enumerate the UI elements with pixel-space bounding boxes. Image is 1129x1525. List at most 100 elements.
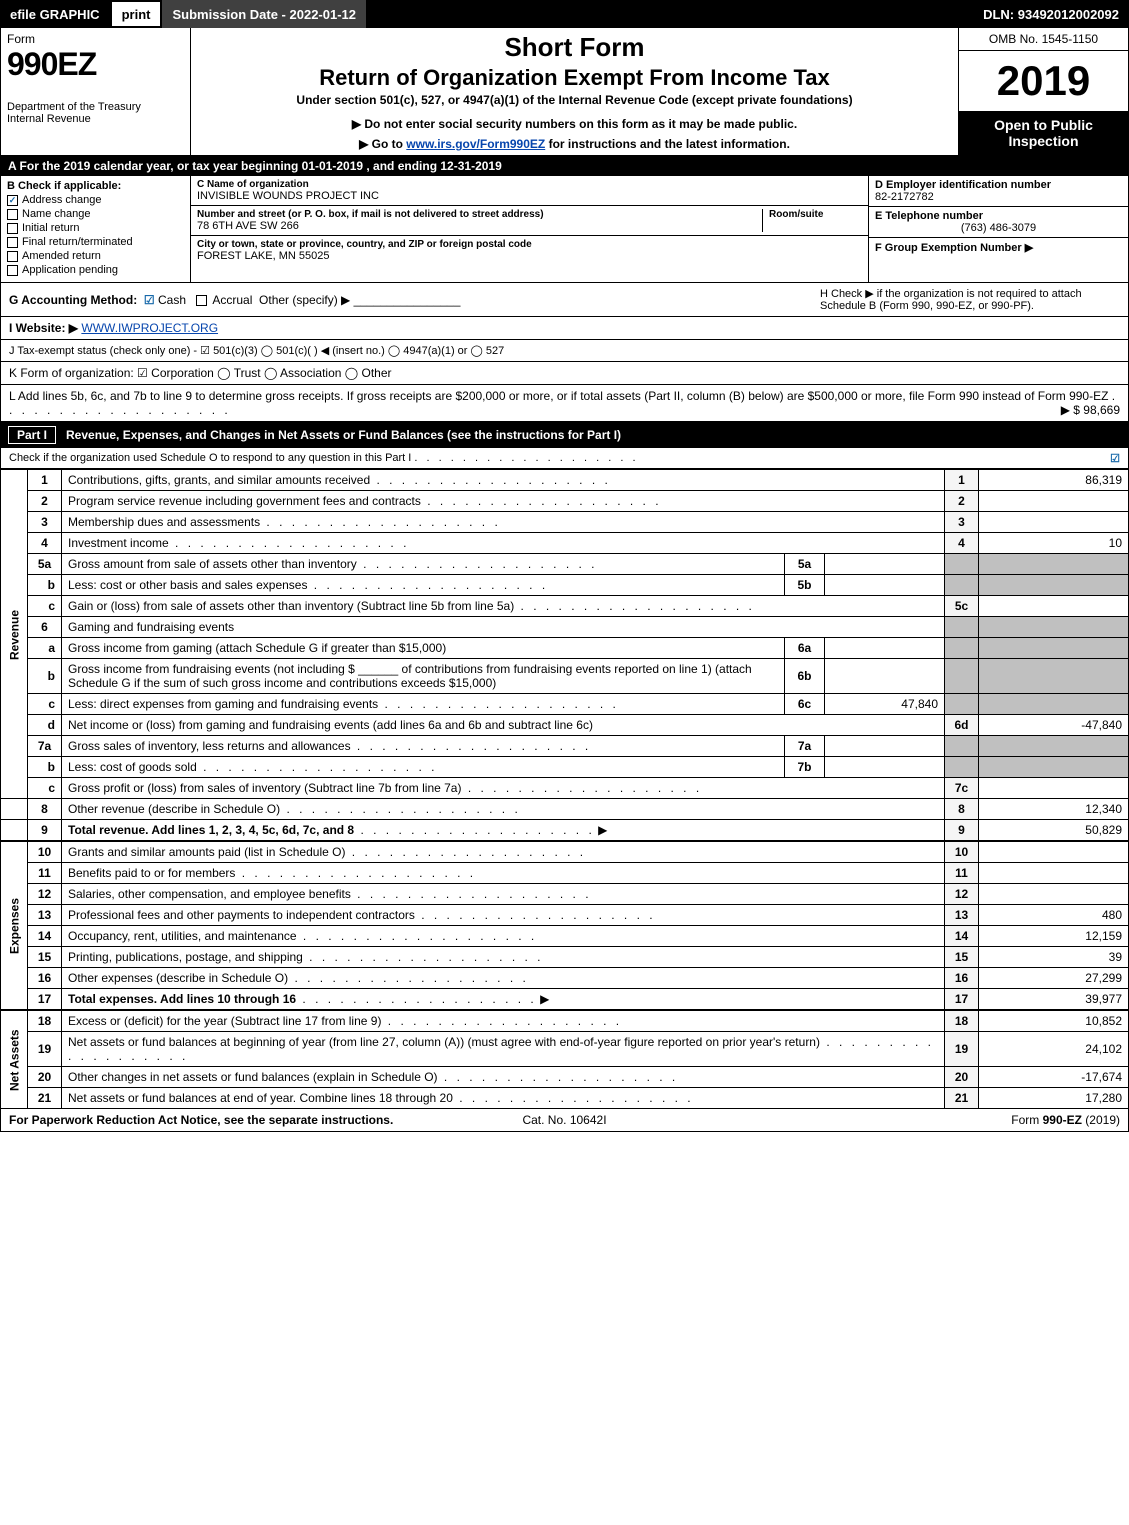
amount-shaded [979, 554, 1129, 575]
col-num: 18 [945, 1011, 979, 1032]
inner-amt [825, 638, 945, 659]
part-1-sub-text: Check if the organization used Schedule … [9, 452, 411, 464]
short-form-title: Short Form [199, 32, 950, 63]
col-num: 16 [945, 968, 979, 989]
line-desc: Program service revenue including govern… [68, 494, 421, 508]
checkbox-icon [7, 223, 18, 234]
part-title: Revenue, Expenses, and Changes in Net As… [66, 428, 621, 442]
amount: 39 [979, 947, 1129, 968]
line-9-row: 9 Total revenue. Add lines 1, 2, 3, 4, 5… [1, 820, 1129, 841]
line-desc: Benefits paid to or for members [68, 866, 235, 880]
line-desc: Excess or (deficit) for the year (Subtra… [68, 1014, 381, 1028]
line-6a-row: a Gross income from gaming (attach Sched… [1, 638, 1129, 659]
line-num: a [28, 638, 62, 659]
section-b: B Check if applicable: ✓Address change N… [1, 176, 191, 282]
inner-num: 5a [785, 554, 825, 575]
check-label: Initial return [22, 222, 79, 234]
line-desc: Gross profit or (loss) from sales of inv… [68, 781, 461, 795]
line-6c-row: c Less: direct expenses from gaming and … [1, 694, 1129, 715]
submission-date-block: Submission Date - 2022-01-12 [162, 0, 366, 28]
submission-date: 2022-01-12 [290, 7, 357, 22]
line-desc: Gain or (loss) from sale of assets other… [68, 599, 514, 613]
line-7b-row: b Less: cost of goods sold 7b [1, 757, 1129, 778]
goto-link[interactable]: www.irs.gov/Form990EZ [406, 137, 545, 151]
amount: -17,674 [979, 1067, 1129, 1088]
check-label: Final return/terminated [22, 236, 133, 248]
line-desc: Other revenue (describe in Schedule O) [68, 802, 280, 816]
line-5b-row: b Less: cost or other basis and sales ex… [1, 575, 1129, 596]
website-label: I Website: ▶ [9, 321, 78, 335]
check-name-change: Name change [7, 208, 184, 220]
net-assets-section-label: Net Assets [1, 1011, 28, 1109]
checkbox-icon: ✓ [7, 195, 18, 206]
dln-label: DLN: [983, 7, 1014, 22]
col-shaded [945, 575, 979, 596]
line-8-row: 8 Other revenue (describe in Schedule O)… [1, 799, 1129, 820]
line-desc: Gross sales of inventory, less returns a… [68, 739, 351, 753]
checkbox-icon [7, 265, 18, 276]
line-1-row: Revenue 1 Contributions, gifts, grants, … [1, 470, 1129, 491]
city-label: City or town, state or province, country… [197, 239, 862, 250]
line-16-row: 16 Other expenses (describe in Schedule … [1, 968, 1129, 989]
efile-label: efile GRAPHIC [0, 0, 110, 28]
footer-bar: For Paperwork Reduction Act Notice, see … [0, 1109, 1129, 1132]
line-desc: Contributions, gifts, grants, and simila… [68, 473, 370, 487]
col-num: 21 [945, 1088, 979, 1109]
line-desc: Other expenses (describe in Schedule O) [68, 971, 288, 985]
line-num: d [28, 715, 62, 736]
dln-block: DLN: 93492012002092 [973, 0, 1129, 28]
tax-year: 2019 [959, 51, 1128, 111]
line-desc-1: Gross income from fundraising events (no… [68, 662, 355, 676]
website-link[interactable]: WWW.IWPROJECT.ORG [81, 321, 218, 335]
form-number-block: Form 990EZ Department of the Treasury In… [1, 28, 191, 155]
line-desc: Net assets or fund balances at beginning… [68, 1035, 820, 1049]
line-desc: Membership dues and assessments [68, 515, 260, 529]
city-value: FOREST LAKE, MN 55025 [197, 250, 862, 262]
line-14-row: 14 Occupancy, rent, utilities, and maint… [1, 926, 1129, 947]
top-header-bar: efile GRAPHIC print Submission Date - 20… [0, 0, 1129, 28]
gross-receipts-amount: ▶ $ 98,669 [1061, 403, 1120, 417]
line-num: 3 [28, 512, 62, 533]
line-6d-row: d Net income or (loss) from gaming and f… [1, 715, 1129, 736]
street-label: Number and street (or P. O. box, if mail… [197, 209, 762, 220]
amount: 27,299 [979, 968, 1129, 989]
goto-pre: ▶ Go to [359, 137, 406, 151]
title-block: Form 990EZ Department of the Treasury In… [0, 28, 1129, 156]
amount: 17,280 [979, 1088, 1129, 1109]
col-num: 20 [945, 1067, 979, 1088]
section-l-text: L Add lines 5b, 6c, and 7b to line 9 to … [9, 389, 1108, 403]
checkbox-icon [7, 209, 18, 220]
org-name: INVISIBLE WOUNDS PROJECT INC [197, 190, 862, 202]
line-num: 11 [28, 863, 62, 884]
line-desc: Grants and similar amounts paid (list in… [68, 845, 345, 859]
section-j: J Tax-exempt status (check only one) - ☑… [0, 340, 1129, 362]
line-num: 1 [28, 470, 62, 491]
amount [979, 596, 1129, 617]
col-num: 10 [945, 842, 979, 863]
amount [979, 884, 1129, 905]
col-num: 4 [945, 533, 979, 554]
line-15-row: 15 Printing, publications, postage, and … [1, 947, 1129, 968]
col-shaded [945, 736, 979, 757]
room-label: Room/suite [769, 209, 862, 220]
inner-amt: 47,840 [825, 694, 945, 715]
expenses-table: Expenses 10 Grants and similar amounts p… [0, 841, 1129, 1010]
goto-line: ▶ Go to www.irs.gov/Form990EZ for instru… [199, 137, 950, 151]
print-button[interactable]: print [110, 0, 163, 28]
line-4-row: 4 Investment income 4 10 [1, 533, 1129, 554]
part-tag: Part I [8, 426, 56, 444]
col-num: 1 [945, 470, 979, 491]
amount: 480 [979, 905, 1129, 926]
amount-shaded [979, 638, 1129, 659]
line-num: b [28, 757, 62, 778]
line-num: 16 [28, 968, 62, 989]
line-num: 10 [28, 842, 62, 863]
line-desc: Gross income from gaming (attach Schedul… [68, 641, 446, 655]
inner-num: 7a [785, 736, 825, 757]
part-1-subheader: Check if the organization used Schedule … [0, 448, 1129, 469]
inner-num: 7b [785, 757, 825, 778]
col-num: 6d [945, 715, 979, 736]
line-num: 20 [28, 1067, 62, 1088]
col-num: 5c [945, 596, 979, 617]
ein-value: 82-2172782 [875, 191, 1122, 203]
